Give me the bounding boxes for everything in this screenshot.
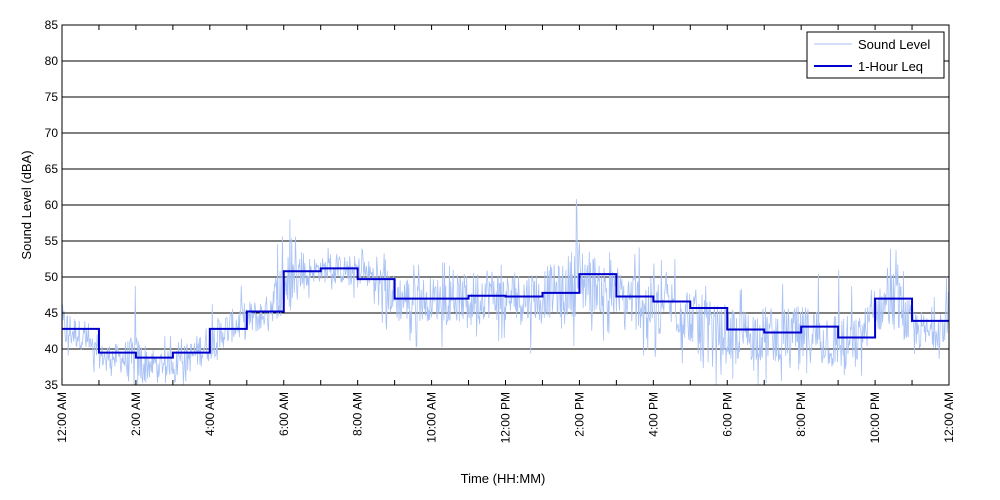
sound-level-line [61, 199, 950, 386]
grid-lines [62, 60, 949, 350]
y-tick-label: 65 [45, 162, 59, 176]
x-axis: 12:00 AM 2:00 AM 4:00 AM 6:00 AM 8:00 AM 10:0… [55, 25, 956, 443]
x-tick-label: 6:00 PM [720, 392, 734, 437]
y-tick-label: 45 [45, 306, 59, 320]
y-tick-label: 85 [45, 18, 59, 32]
legend-label-1-hour-leq: 1-Hour Leq [858, 59, 923, 74]
x-tick-label: 12:00 AM [942, 392, 956, 443]
x-tick-label: 4:00 AM [203, 392, 217, 436]
y-axis-title: Sound Level (dBA) [19, 150, 34, 259]
legend: Sound Level 1-Hour Leq [806, 31, 945, 79]
x-tick-label: 10:00 PM [868, 392, 882, 443]
leq-step-line [62, 267, 949, 359]
x-axis-title: Time (HH:MM) [461, 471, 546, 486]
x-tick-label: 8:00 AM [351, 392, 365, 436]
y-tick-label: 80 [45, 54, 59, 68]
y-tick-label: 50 [45, 270, 59, 284]
x-tick-label: 2:00 AM [129, 392, 143, 436]
x-tick-label: 12:00 PM [499, 392, 513, 443]
y-tick-label: 75 [45, 90, 59, 104]
series-sound-level [61, 199, 950, 386]
series-1-hour-leq [62, 267, 949, 359]
x-tick-label: 6:00 AM [277, 392, 291, 436]
y-tick-label: 40 [45, 342, 59, 356]
x-tick-label: 12:00 AM [55, 392, 69, 443]
x-tick-label: 2:00 PM [572, 392, 586, 437]
x-tick-label: 8:00 PM [794, 392, 808, 437]
y-tick-label: 70 [45, 126, 59, 140]
legend-box [806, 31, 945, 79]
legend-label-sound-level: Sound Level [858, 37, 930, 52]
y-axis: 35 40 45 50 55 60 65 70 75 80 85 [45, 18, 67, 392]
x-tick-label: 4:00 PM [646, 392, 660, 437]
y-tick-label: 60 [45, 198, 59, 212]
x-tick-label: 10:00 AM [425, 392, 439, 443]
y-tick-label: 35 [45, 378, 59, 392]
y-tick-label: 55 [45, 234, 59, 248]
